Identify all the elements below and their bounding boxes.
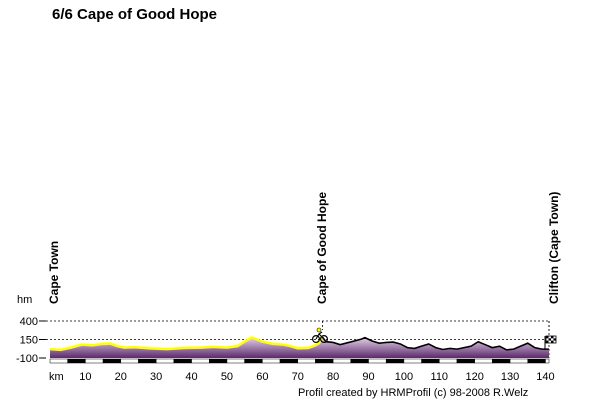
scale-segment [279, 358, 298, 364]
scale-segment [368, 358, 387, 364]
km-scale-bar [49, 358, 550, 364]
x-tick-label: 20 [115, 371, 127, 383]
x-axis-ticks: 10 20 30 40 50 60 70 80 90 100 110 120 130 140 [79, 371, 554, 383]
x-tick-label: 120 [466, 371, 484, 383]
scale-segment [403, 358, 422, 364]
scale-segment [545, 358, 550, 364]
x-tick-label: 80 [327, 371, 339, 383]
waypoints: Cape Town Cape of Good Hope Clifton (Cape … [47, 192, 561, 330]
elevation-line [321, 336, 549, 351]
scale-segment [439, 358, 458, 364]
waypoint-label: Cape Town [47, 241, 61, 304]
scale-segment [67, 358, 86, 364]
scale-segment [191, 358, 210, 364]
scale-segment [527, 358, 546, 364]
x-tick-label: 130 [501, 371, 519, 383]
scale-segment [385, 358, 405, 364]
scale-segment [226, 358, 245, 364]
x-tick-label: 50 [221, 371, 233, 383]
x-tick-label: 140 [536, 371, 554, 383]
scale-segment [315, 358, 334, 364]
y-axis-ticks: 400 150 -100 [16, 316, 46, 365]
finish-flag-icon [544, 335, 557, 350]
x-axis-unit-label: km [49, 371, 64, 383]
x-tick-label: 10 [79, 371, 91, 383]
x-tick-label: 60 [256, 371, 268, 383]
elevation-area [50, 337, 549, 358]
scale-segment [492, 358, 511, 364]
scale-segment [209, 358, 228, 364]
scale-segment [456, 358, 475, 364]
scale-segment [85, 358, 104, 364]
scale-segment [102, 358, 122, 364]
scale-segment [332, 358, 352, 364]
scale-segment [421, 358, 440, 364]
x-tick-label: 100 [395, 371, 413, 383]
x-tick-label: 30 [150, 371, 162, 383]
scale-segment [138, 358, 157, 364]
bicycle-icon [312, 327, 329, 344]
y-tick-label: 150 [20, 335, 38, 347]
scale-segment [49, 358, 68, 364]
y-tick-label: 400 [20, 316, 38, 328]
scale-segment [120, 358, 139, 364]
x-tick-label: 90 [362, 371, 374, 383]
y-axis-unit-label: hm [17, 294, 32, 306]
scale-segment [244, 358, 263, 364]
waypoint-label: Cape of Good Hope [315, 192, 329, 304]
x-tick-label: 110 [431, 371, 449, 383]
scale-segment [297, 358, 316, 364]
scale-segment [350, 358, 369, 364]
x-tick-label: 40 [185, 371, 197, 383]
scale-segment [474, 358, 493, 364]
scale-segment [173, 358, 192, 364]
x-tick-label: 70 [292, 371, 304, 383]
credit-text: Profil created by HRMProfil (c) 98-2008 … [298, 387, 528, 399]
scale-segment [262, 358, 281, 364]
waypoint-label: Clifton (Cape Town) [547, 192, 561, 304]
y-tick-label: -100 [16, 353, 38, 365]
chart-title: 6/6 Cape of Good Hope [52, 6, 217, 23]
elevation-line-highlight [49, 336, 324, 352]
scale-segment [509, 358, 529, 364]
scale-segment [155, 358, 175, 364]
